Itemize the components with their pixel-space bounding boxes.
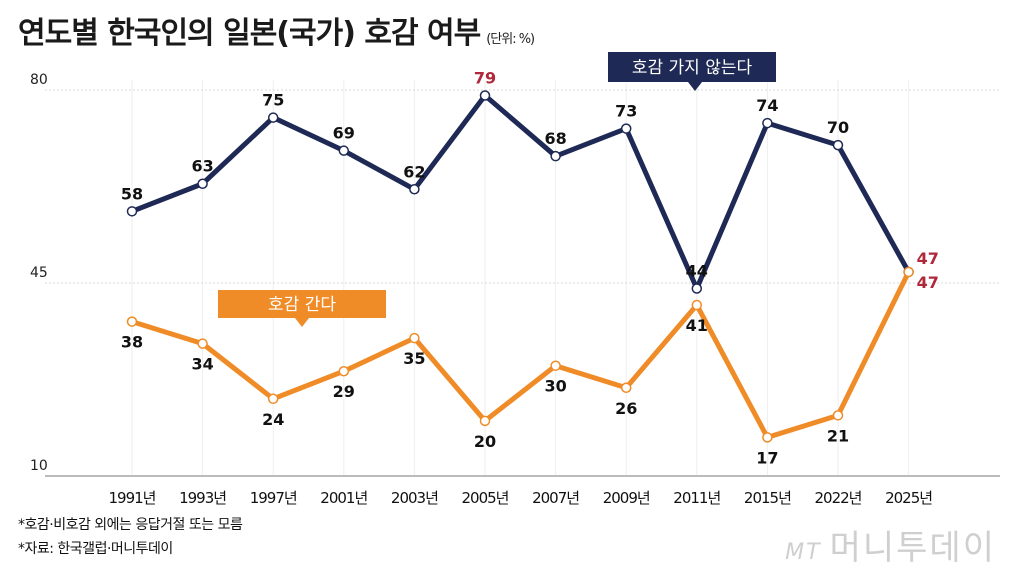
legend-box (218, 290, 386, 318)
watermark-text: 머니투데이 (829, 528, 996, 568)
data-label: 62 (403, 162, 425, 181)
x-tick-label: 2007년 (532, 489, 579, 507)
unit-label: (단위: %) (486, 32, 535, 47)
data-point (126, 206, 138, 217)
data-point (479, 415, 491, 427)
legend-dislike: 호감 가지 않는다 (608, 52, 776, 91)
watermark-prefix: MT (785, 540, 822, 565)
x-tick-label: 2015년 (744, 489, 791, 507)
data-label: 79 (474, 69, 496, 88)
watermark-logo: MT 머니투데이 (785, 520, 1004, 569)
x-tick-label: 2009년 (603, 489, 650, 507)
data-point (197, 178, 208, 189)
x-tick-label: 2005년 (462, 489, 509, 507)
data-label: 26 (615, 399, 637, 418)
data-point (550, 360, 561, 371)
data-label: 17 (756, 448, 778, 467)
data-point (197, 338, 208, 349)
x-tick-label: 2022년 (815, 489, 862, 507)
data-point (832, 139, 844, 151)
legend-box (608, 52, 776, 82)
x-tick-label: 1993년 (179, 489, 226, 507)
legend-label: 호감 가지 않는다 (632, 58, 753, 78)
data-point (409, 184, 420, 195)
data-point (409, 332, 420, 344)
data-point (691, 299, 703, 311)
x-tick-label: 1991년 (109, 489, 156, 507)
data-label: 73 (615, 102, 637, 121)
title-text: 연도별 한국인의 일본(국가) 호감 여부 (18, 16, 481, 51)
note-2: *자료: 한국갤럽·머니투데이 (18, 541, 173, 557)
data-label: 20 (474, 432, 496, 451)
x-tick-label: 2025년 (885, 489, 932, 507)
data-label: 74 (756, 96, 778, 115)
data-point (620, 382, 632, 394)
data-label: 68 (544, 129, 566, 148)
data-point (762, 117, 773, 129)
y-tick-label: 80 (30, 72, 48, 88)
data-point (479, 90, 491, 101)
data-label: 75 (262, 91, 284, 110)
data-label: 47 (917, 249, 939, 268)
data-label: 21 (827, 426, 849, 445)
data-point (550, 150, 561, 162)
data-point (338, 145, 350, 156)
y-tick-label: 45 (30, 265, 48, 281)
data-label: 29 (333, 382, 355, 401)
legend-pointer (295, 318, 309, 327)
legend-pointer (688, 82, 702, 91)
data-label: 63 (191, 157, 213, 176)
x-tick-label: 2003년 (391, 489, 438, 507)
x-tick-label: 1997년 (250, 489, 297, 507)
data-point (338, 365, 350, 377)
data-point (267, 393, 279, 405)
data-point (762, 432, 773, 443)
x-tick-label: 2011년 (673, 489, 720, 507)
data-label: 47 (917, 273, 939, 292)
data-point (903, 266, 914, 278)
data-label: 38 (121, 333, 143, 352)
data-label: 35 (403, 349, 425, 368)
data-point (267, 112, 279, 123)
data-label: 30 (544, 377, 566, 396)
x-tick-label: 2001년 (320, 489, 367, 507)
data-label: 69 (333, 124, 355, 143)
series-line (131, 93, 911, 292)
data-point (832, 410, 844, 421)
data-label: 41 (686, 316, 708, 335)
data-label: 34 (191, 355, 213, 374)
legend-like: 호감 간다 (218, 290, 386, 327)
data-label: 58 (121, 184, 143, 203)
data-point (126, 316, 138, 327)
note-1: *호감·비호감 외에는 응답거절 또는 모름 (18, 517, 243, 533)
y-tick-label: 10 (30, 458, 48, 474)
chart-title: 연도별 한국인의 일본(국가) 호감 여부 (단위: %) (18, 8, 535, 52)
legend-label: 호감 간다 (268, 295, 336, 315)
data-label: 70 (827, 118, 849, 137)
data-label: 24 (262, 410, 284, 429)
data-point (691, 283, 703, 294)
data-label: 44 (686, 262, 708, 281)
data-point (620, 123, 632, 134)
series-line (131, 270, 911, 440)
